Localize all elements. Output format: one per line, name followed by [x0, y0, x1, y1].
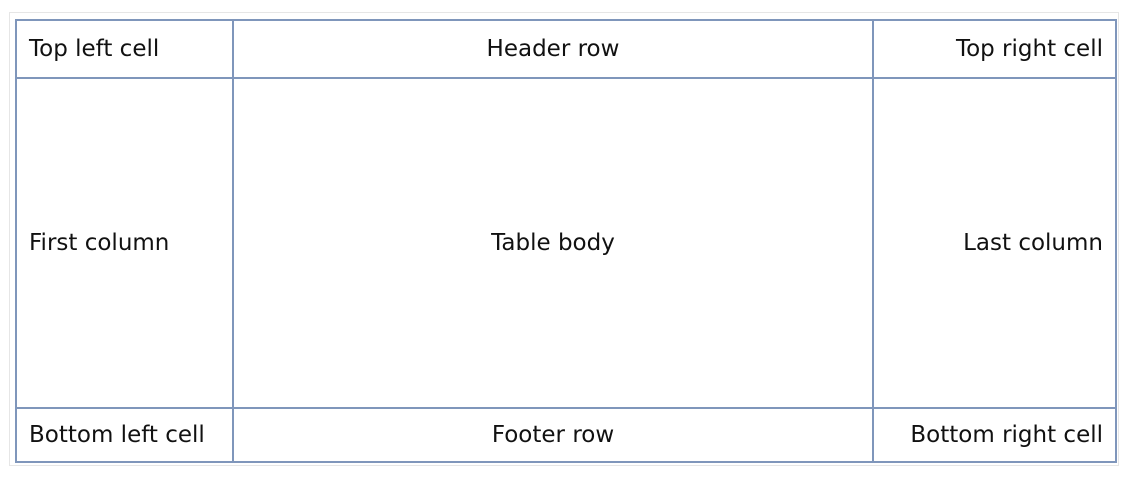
footer-row: Bottom left cell Footer row Bottom right…: [15, 407, 1117, 463]
header-row-cell: Header row: [232, 19, 874, 79]
header-row: Top left cell Header row Top right cell: [15, 19, 1117, 79]
footer-row-cell: Footer row: [232, 407, 874, 463]
layout-table: Top left cell Header row Top right cell …: [15, 19, 1117, 463]
bottom-left-cell: Bottom left cell: [15, 407, 234, 463]
top-left-cell: Top left cell: [15, 19, 234, 79]
body-row: First column Table body Last column: [15, 77, 1117, 409]
bottom-right-cell: Bottom right cell: [872, 407, 1117, 463]
first-column-cell: First column: [15, 77, 234, 409]
outer-frame: [9, 12, 1119, 466]
last-column-cell: Last column: [872, 77, 1117, 409]
top-right-cell: Top right cell: [872, 19, 1117, 79]
table-body-cell: Table body: [232, 77, 874, 409]
